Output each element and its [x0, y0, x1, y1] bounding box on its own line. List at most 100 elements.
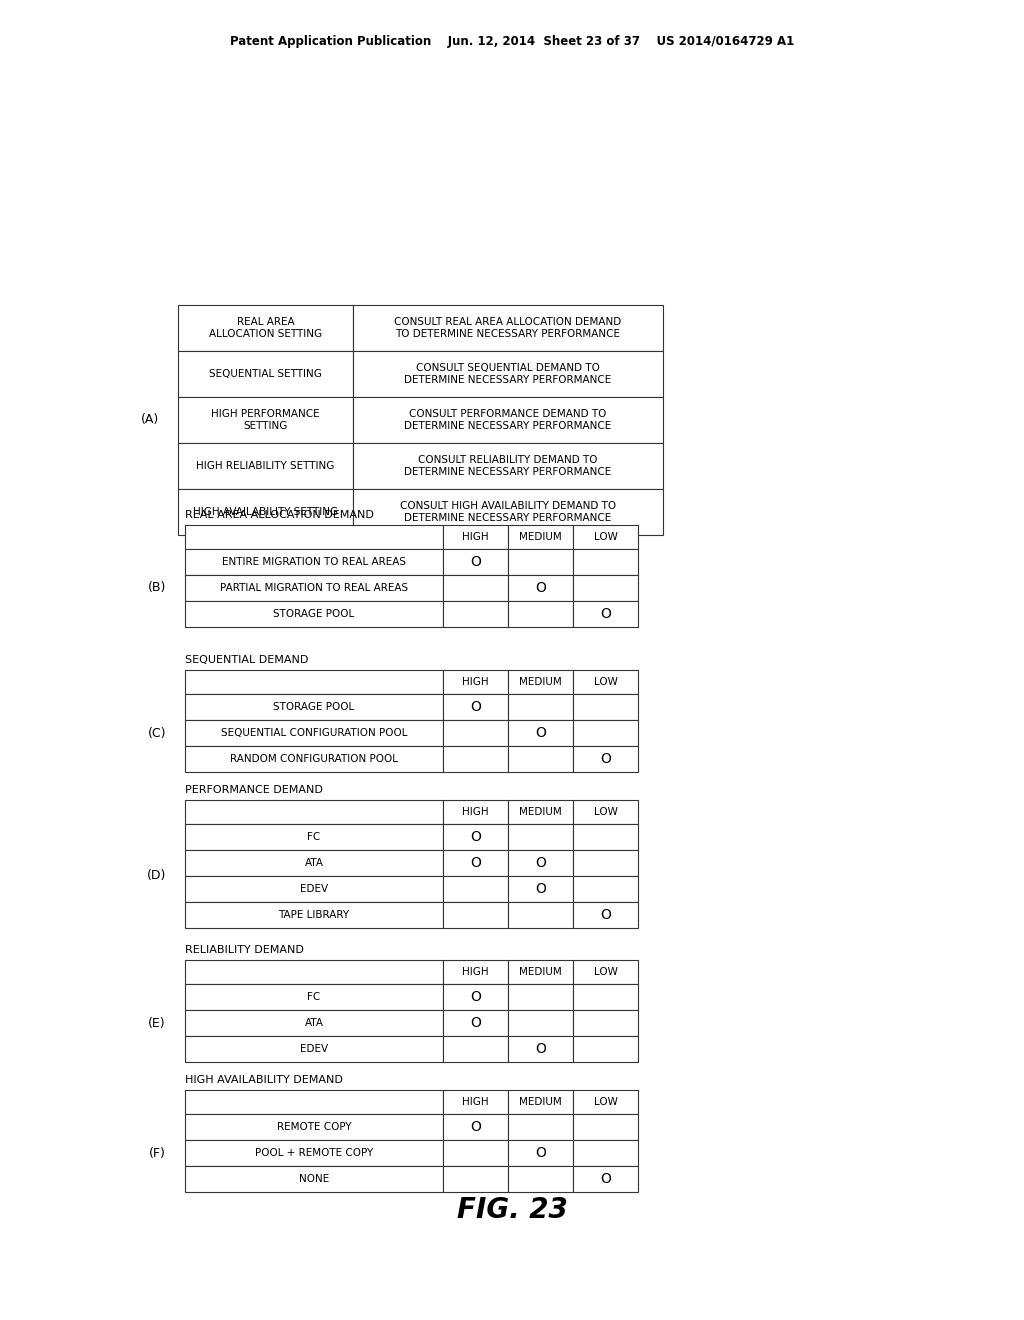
Text: LOW: LOW [594, 968, 617, 977]
Bar [573, 671, 638, 694]
Text: HIGH AVAILABILITY SETTING: HIGH AVAILABILITY SETTING [193, 507, 338, 517]
Text: O: O [470, 830, 481, 843]
Text: O: O [536, 581, 546, 595]
Bar [185, 1114, 443, 1140]
Bar [508, 1090, 573, 1114]
Text: RELIABILITY DEMAND: RELIABILITY DEMAND [185, 945, 304, 954]
Bar [573, 902, 638, 928]
Bar [185, 983, 443, 1010]
Bar [508, 1114, 573, 1140]
Text: FC: FC [307, 832, 321, 842]
Bar [573, 1166, 638, 1192]
Bar [508, 824, 573, 850]
Bar [443, 746, 508, 772]
Bar [443, 800, 508, 824]
Text: MEDIUM: MEDIUM [519, 677, 562, 686]
Bar [573, 1090, 638, 1114]
Bar [573, 601, 638, 627]
Bar [185, 1036, 443, 1063]
Bar [443, 850, 508, 876]
Bar [185, 902, 443, 928]
Bar [508, 876, 573, 902]
Bar [573, 983, 638, 1010]
Text: O: O [470, 700, 481, 714]
Text: O: O [470, 554, 481, 569]
Bar [508, 960, 573, 983]
Text: SEQUENTIAL DEMAND: SEQUENTIAL DEMAND [185, 655, 308, 665]
Text: O: O [536, 855, 546, 870]
Bar [353, 488, 663, 535]
Text: LOW: LOW [594, 532, 617, 543]
Text: FC: FC [307, 993, 321, 1002]
Bar [573, 1114, 638, 1140]
Bar [443, 601, 508, 627]
Bar [508, 850, 573, 876]
Bar [185, 824, 443, 850]
Text: O: O [600, 908, 611, 921]
Text: ENTIRE MIGRATION TO REAL AREAS: ENTIRE MIGRATION TO REAL AREAS [222, 557, 406, 568]
Bar [573, 876, 638, 902]
Text: CONSULT SEQUENTIAL DEMAND TO
DETERMINE NECESSARY PERFORMANCE: CONSULT SEQUENTIAL DEMAND TO DETERMINE N… [404, 363, 611, 385]
Bar [573, 525, 638, 549]
Bar [573, 1036, 638, 1063]
Bar [185, 746, 443, 772]
Text: O: O [470, 1119, 481, 1134]
Text: CONSULT HIGH AVAILABILITY DEMAND TO
DETERMINE NECESSARY PERFORMANCE: CONSULT HIGH AVAILABILITY DEMAND TO DETE… [400, 502, 616, 523]
Text: (F): (F) [148, 1147, 166, 1159]
Bar [185, 601, 443, 627]
Bar [573, 800, 638, 824]
Bar [185, 1090, 443, 1114]
Bar [443, 1166, 508, 1192]
Text: MEDIUM: MEDIUM [519, 807, 562, 817]
Text: SEQUENTIAL CONFIGURATION POOL: SEQUENTIAL CONFIGURATION POOL [221, 729, 408, 738]
Bar [443, 960, 508, 983]
Text: REAL AREA ALLOCATION DEMAND: REAL AREA ALLOCATION DEMAND [185, 510, 374, 520]
Text: O: O [536, 882, 546, 896]
Text: PERFORMANCE DEMAND: PERFORMANCE DEMAND [185, 785, 323, 795]
Bar [443, 525, 508, 549]
Bar [178, 351, 353, 397]
Bar [185, 800, 443, 824]
Bar [178, 444, 353, 488]
Bar [185, 876, 443, 902]
Bar [443, 824, 508, 850]
Text: (E): (E) [148, 1016, 166, 1030]
Bar [508, 1010, 573, 1036]
Bar [185, 1140, 443, 1166]
Text: LOW: LOW [594, 677, 617, 686]
Text: O: O [536, 1041, 546, 1056]
Text: ATA: ATA [304, 1018, 324, 1028]
Bar [178, 305, 353, 351]
Bar [508, 746, 573, 772]
Text: HIGH AVAILABILITY DEMAND: HIGH AVAILABILITY DEMAND [185, 1074, 343, 1085]
Bar [573, 746, 638, 772]
Text: O: O [470, 990, 481, 1005]
Bar [508, 1140, 573, 1166]
Bar [508, 525, 573, 549]
Bar [443, 1090, 508, 1114]
Bar [443, 671, 508, 694]
Bar [508, 671, 573, 694]
Bar [443, 1114, 508, 1140]
Text: HIGH: HIGH [462, 532, 488, 543]
Bar [508, 902, 573, 928]
Bar [185, 576, 443, 601]
Text: SEQUENTIAL SETTING: SEQUENTIAL SETTING [209, 370, 322, 379]
Text: EDEV: EDEV [300, 1044, 328, 1053]
Text: POOL + REMOTE COPY: POOL + REMOTE COPY [255, 1148, 373, 1158]
Text: STORAGE POOL: STORAGE POOL [273, 702, 354, 711]
Bar [508, 719, 573, 746]
Bar [508, 983, 573, 1010]
Text: REAL AREA
ALLOCATION SETTING: REAL AREA ALLOCATION SETTING [209, 317, 323, 339]
Bar [185, 549, 443, 576]
Bar [178, 488, 353, 535]
Text: CONSULT REAL AREA ALLOCATION DEMAND
TO DETERMINE NECESSARY PERFORMANCE: CONSULT REAL AREA ALLOCATION DEMAND TO D… [394, 317, 622, 339]
Text: EDEV: EDEV [300, 884, 328, 894]
Text: O: O [536, 726, 546, 741]
Text: MEDIUM: MEDIUM [519, 968, 562, 977]
Bar [573, 719, 638, 746]
Bar [185, 960, 443, 983]
Bar [353, 444, 663, 488]
Bar [573, 960, 638, 983]
Bar [508, 549, 573, 576]
